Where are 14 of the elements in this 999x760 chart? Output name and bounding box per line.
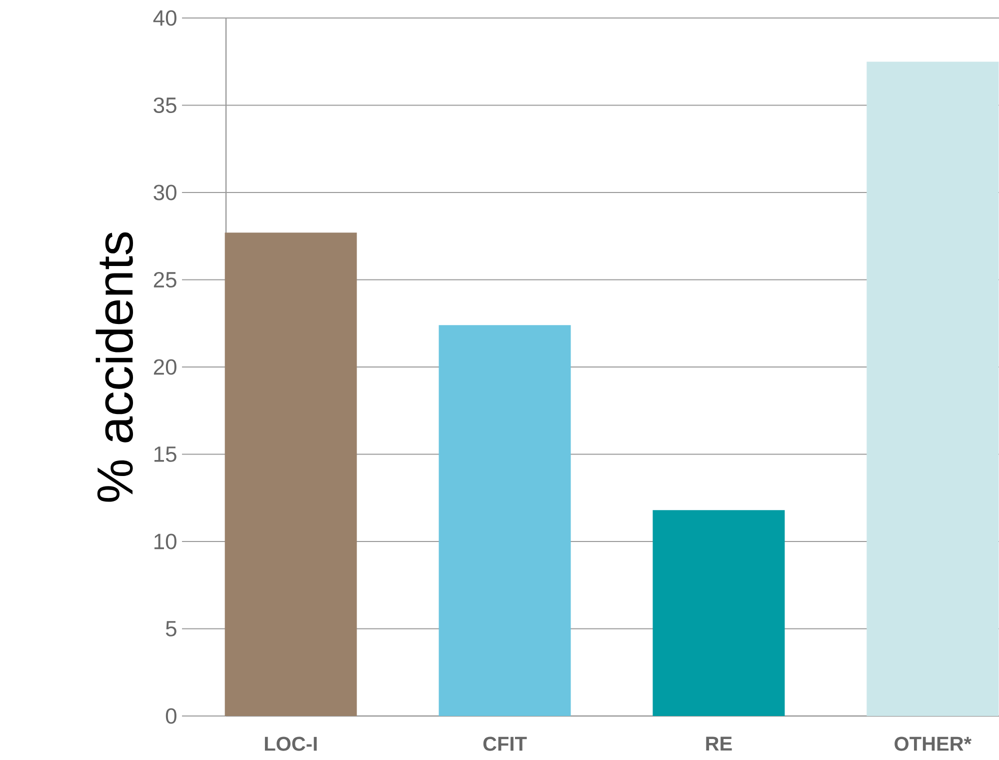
y-tick-label: 5 (166, 621, 176, 636)
x-tick-label: OTHER* (894, 736, 972, 751)
y-tick-label: 25 (154, 272, 176, 288)
y-tick-label: 0 (166, 708, 176, 724)
y-tick-label: 40 (153, 10, 176, 26)
y-tick-label: 10 (154, 534, 176, 550)
y-tick-label: 35 (154, 97, 176, 114)
y-tick-label: 15 (154, 446, 176, 462)
x-tick-label: RE (706, 736, 732, 750)
y-tick-label: 20 (154, 359, 176, 375)
x-tick-label: LOC-I (264, 736, 317, 751)
y-tick-label: 30 (154, 184, 176, 200)
x-tick-label: CFIT (483, 736, 527, 751)
y-axis-title: % accidents (96, 232, 134, 502)
